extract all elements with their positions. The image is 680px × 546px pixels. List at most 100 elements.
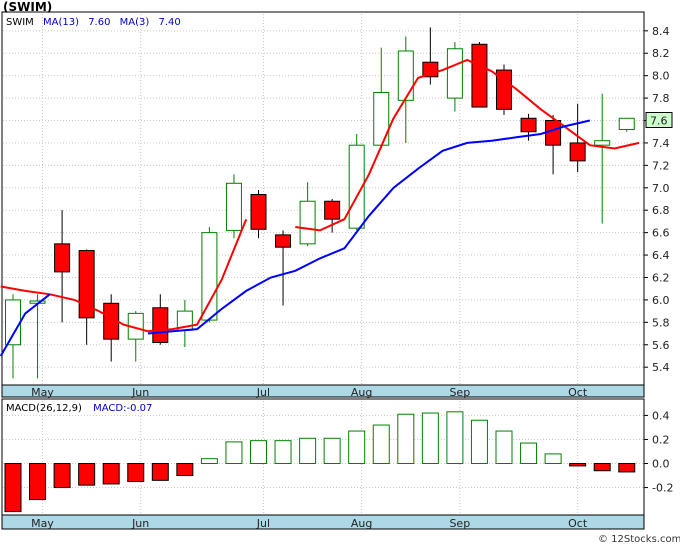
macd-y-tick-label: 0.2: [652, 433, 670, 446]
macd-legend-label: MACD(26,12,9): [6, 403, 82, 414]
price-x-ticks: May Jun Jul Aug Sep Oct: [31, 386, 588, 399]
candle-body-up: [348, 144, 365, 229]
macd-bar-positive: [348, 430, 366, 465]
macd-bar-positive: [250, 440, 267, 465]
macd-bar-negative: [593, 463, 611, 472]
price-y-ticks: 5.4 5.6 5.8 6.0 6.2 6.4 6.6 6.8 7.0 7.2 7.4 7.6 7.8 8…: [644, 25, 670, 374]
price-x-tick-label: Jun: [131, 386, 149, 399]
macd-y-tick-label: 0.4: [652, 409, 670, 422]
ma3-line: [0, 58, 640, 333]
price-x-tick-label: May: [31, 386, 54, 399]
price-y-tick-label: 6.6: [652, 227, 670, 240]
price-y-tick-label: 7.4: [652, 137, 670, 150]
legend-ma3-value: 7.40: [158, 17, 180, 28]
candle-body-down: [78, 250, 95, 319]
macd-bar-positive: [421, 412, 439, 465]
macd-x-tick-label: Sep: [449, 517, 470, 530]
macd-y-tick-label: -0.2: [652, 482, 673, 495]
macd-bar-positive: [200, 458, 218, 465]
price-y-tick-label: 8.2: [652, 47, 670, 60]
legend-ma3-label: MA(3): [120, 17, 150, 28]
macd-bar-positive: [470, 419, 488, 465]
price-gridlines: [3, 14, 644, 385]
price-legend: SWIM MA(13) 7.60 MA(3) 7.40: [6, 17, 181, 28]
macd-bar-negative: [29, 463, 47, 501]
price-y-tick-label: 5.6: [652, 339, 670, 352]
macd-bar-positive: [225, 441, 243, 465]
candle-body-down: [152, 307, 169, 344]
macd-bar-negative: [618, 463, 636, 473]
candle-body-up: [397, 50, 414, 101]
candle-body-up: [446, 48, 463, 99]
price-y-tick-label: 8.4: [652, 25, 670, 38]
macd-bar-positive: [372, 424, 390, 465]
macd-bar-positive: [520, 442, 538, 465]
macd-bar-negative: [4, 463, 22, 513]
price-month-band: [1, 384, 645, 398]
candle-body-up: [618, 117, 635, 130]
last-price-label: 7.6: [650, 115, 668, 128]
macd-x-ticks: May Jun Jul Aug Sep Oct: [31, 517, 588, 530]
candle-body-down: [520, 117, 537, 133]
macd-bar-negative: [569, 463, 587, 467]
candle-body-down: [471, 43, 488, 108]
price-x-tick-label: Sep: [449, 386, 470, 399]
candle-body-up: [201, 232, 218, 321]
macd-bar-negative: [127, 463, 145, 483]
candle-body-down: [496, 69, 512, 110]
macd-bar-positive: [274, 440, 292, 465]
price-y-tick-label: 7.2: [652, 159, 670, 172]
macd-x-tick-label: May: [31, 517, 54, 530]
chart-title: (SWIM): [3, 0, 52, 14]
watermark: © 12Stocks.com: [598, 534, 680, 545]
price-y-tick-label: 7.8: [652, 92, 670, 105]
macd-x-tick-label: Aug: [351, 517, 372, 530]
macd-y-ticks: -0.2 0.0 0.2 0.4: [644, 409, 673, 495]
price-x-tick-label: Jul: [256, 386, 270, 399]
macd-bar-negative: [176, 463, 194, 477]
macd-bar-positive: [299, 437, 317, 465]
macd-bar-positive: [446, 411, 464, 465]
moving-average-lines: [0, 58, 640, 357]
price-y-tick-label: 6.8: [652, 204, 670, 217]
candle-body-up: [373, 91, 390, 146]
macd-legend: MACD(26,12,9) MACD:-0.07: [6, 403, 152, 414]
candle-body-down: [324, 200, 341, 220]
macd-x-tick-label: Jul: [256, 517, 270, 530]
macd-legend-value: MACD:-0.07: [93, 403, 152, 414]
macd-histogram: [4, 411, 636, 513]
candle-body-up: [299, 200, 316, 245]
macd-bar-negative: [151, 463, 169, 481]
candle-body-down: [54, 243, 71, 273]
last-price-marker: 7.6: [645, 112, 673, 128]
macd-bar-negative: [78, 463, 96, 486]
macd-bar-positive: [544, 453, 562, 465]
price-y-tick-label: 5.8: [652, 316, 670, 329]
candle-body-up: [5, 299, 21, 346]
macd-y-tick-label: 0.0: [652, 458, 670, 471]
legend-symbol: SWIM: [6, 17, 34, 28]
candle-body-up: [594, 140, 611, 146]
ma13-line: [0, 119, 591, 357]
last-price-box: [645, 112, 673, 128]
macd-x-tick-label: Jun: [131, 517, 149, 530]
legend-ma13-label: MA(13): [43, 17, 79, 28]
price-y-tick-label: 6.0: [652, 294, 670, 307]
price-y-tick-label: 8.0: [652, 70, 670, 83]
price-x-tick-label: Oct: [568, 386, 588, 399]
macd-bar-negative: [53, 463, 71, 489]
macd-bar-positive: [397, 413, 415, 465]
macd-x-tick-label: Oct: [568, 517, 588, 530]
legend-ma13-value: 7.60: [88, 17, 110, 28]
price-x-tick-label: Aug: [351, 386, 372, 399]
macd-bar-positive: [323, 437, 341, 465]
price-y-tick-label: 5.4: [652, 361, 670, 374]
candle-body-up: [225, 182, 242, 231]
macd-bar-negative: [102, 463, 120, 485]
price-y-tick-label: 7.0: [652, 182, 670, 195]
price-y-tick-label: 6.2: [652, 271, 670, 284]
candle-body-down: [545, 120, 562, 146]
candle-body-down: [250, 194, 267, 230]
